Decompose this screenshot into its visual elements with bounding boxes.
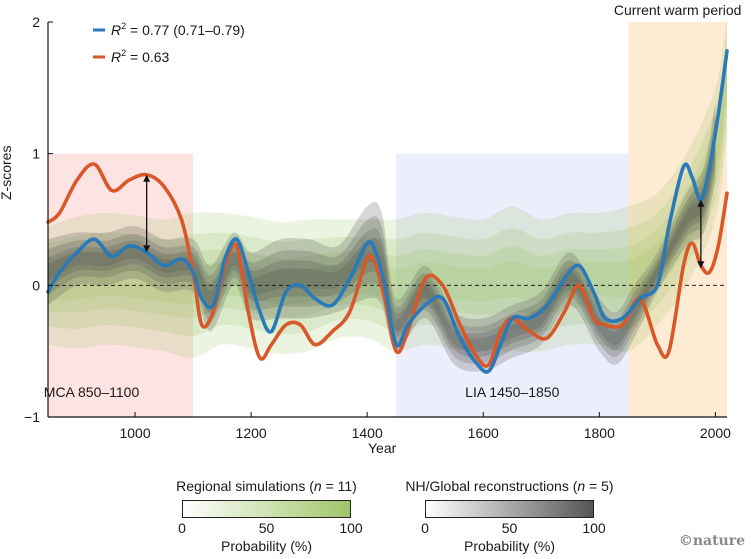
arrow-head-down-0 xyxy=(143,245,151,253)
colorbar-title-1: NH/Global reconstructions (n = 5) xyxy=(405,478,614,494)
colorbar-tick-label: 50 xyxy=(258,520,275,536)
x-tick-label: 1800 xyxy=(584,425,615,441)
y-tick-label: −1 xyxy=(24,409,40,425)
band-0-layer-0 xyxy=(48,15,727,358)
nature-credit: ©nature xyxy=(678,533,745,549)
colorbar-tick-label: 0 xyxy=(421,520,429,536)
x-tick-label: 1400 xyxy=(352,425,383,441)
colorbar-axis-label: Probability (%) xyxy=(463,538,556,554)
band-0-layer-1 xyxy=(48,33,727,337)
legend-label-1: R2 = 0.63 xyxy=(111,48,170,65)
colorbar-1 xyxy=(425,500,594,518)
band-0-layer-3 xyxy=(48,59,727,305)
colorbar-tick-label: 100 xyxy=(582,520,606,536)
period-label: MCA 850–1100 xyxy=(44,384,140,400)
difference-arrows xyxy=(143,174,705,269)
y-tick-label: 2 xyxy=(32,14,40,30)
x-tick-label: 2000 xyxy=(700,425,731,441)
colorbar-0 xyxy=(182,500,351,518)
arrow-head-down-1 xyxy=(697,261,705,269)
colorbar-tick-label: 50 xyxy=(501,520,518,536)
period-label: LIA 1450–1850 xyxy=(465,384,559,400)
arrow-head-up-0 xyxy=(143,174,151,182)
period-2 xyxy=(628,22,727,417)
period-label: Current warm period xyxy=(614,2,742,18)
x-axis-label: Year xyxy=(368,440,397,456)
x-tick-label: 1600 xyxy=(468,425,499,441)
axes: −1 0 1 2 1000 1200 1400 1600 1800 2000 xyxy=(24,14,731,441)
x-tick-label: 1200 xyxy=(236,425,267,441)
x-tick-label: 1000 xyxy=(119,425,150,441)
y-tick-label: 0 xyxy=(32,277,40,293)
colorbar-tick-label: 100 xyxy=(339,520,363,536)
colorbar-tick-label: 0 xyxy=(178,520,186,536)
series-lines xyxy=(46,49,729,374)
y-axis-label: Z-scores xyxy=(0,145,14,200)
y-tick-label: 1 xyxy=(32,146,40,162)
legend: R2 = 0.77 (0.71–0.79) R2 = 0.63 xyxy=(93,21,245,65)
legend-label-0: R2 = 0.77 (0.71–0.79) xyxy=(111,21,245,38)
series-line-0 xyxy=(46,49,729,374)
colorbar-axis-label: Probability (%) xyxy=(220,538,313,554)
arrow-head-up-1 xyxy=(697,199,705,207)
colorbar-title-0: Regional simulations (n = 11) xyxy=(176,478,357,494)
band-0-layer-2 xyxy=(48,48,727,319)
